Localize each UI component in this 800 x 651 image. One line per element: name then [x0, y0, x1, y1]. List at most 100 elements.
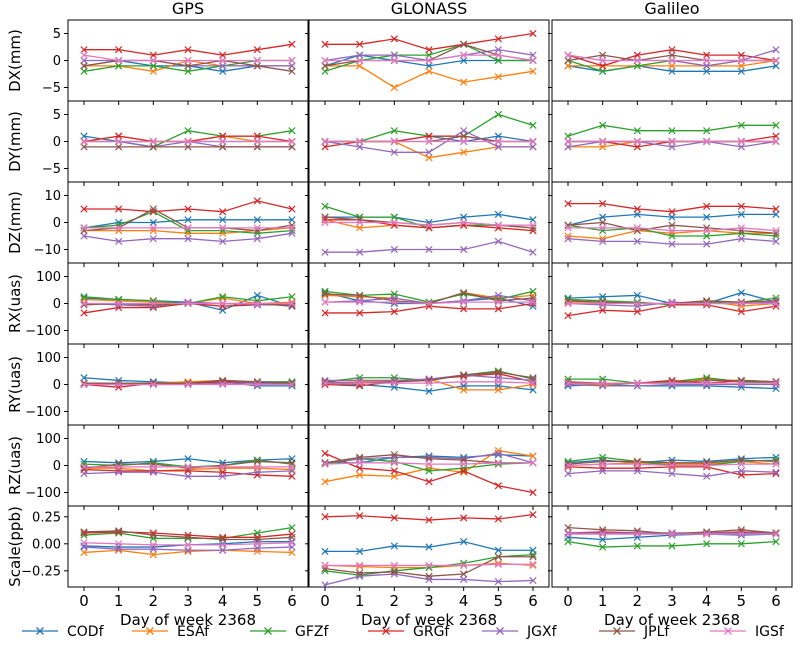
- ytick-label: 100: [36, 432, 61, 447]
- data-point-grgf: [668, 208, 676, 216]
- data-point-igsf: [425, 460, 433, 468]
- data-point-igsf: [494, 560, 502, 568]
- data-point-igsf: [115, 224, 123, 232]
- panel-glonass-dymm: [305, 100, 550, 186]
- data-point-igsf: [149, 224, 157, 232]
- data-point-jgxf: [253, 379, 261, 387]
- data-point-grgf: [737, 202, 745, 210]
- data-point-jgxf: [529, 576, 537, 585]
- data-point-jgxf: [184, 472, 192, 480]
- data-point-igsf: [149, 299, 157, 308]
- data-point-igsf: [564, 299, 572, 308]
- data-point-jplf: [460, 570, 468, 578]
- legend-item-jplf: JPLf: [599, 624, 670, 640]
- data-point-esaf: [460, 386, 468, 394]
- data-point-grgf: [288, 472, 296, 480]
- xtick-label: 4: [459, 592, 469, 610]
- data-point-jgxf: [115, 545, 123, 553]
- data-point-grgf: [115, 46, 123, 54]
- data-point-jgxf: [356, 143, 364, 151]
- xtick-label: 2: [149, 592, 159, 610]
- data-point-grgf: [390, 514, 398, 522]
- legend-item-grgf: GRGf: [368, 624, 450, 640]
- data-point-igsf: [633, 137, 641, 146]
- data-point-igsf: [253, 380, 261, 389]
- series-igsf: [564, 137, 780, 146]
- data-point-igsf: [599, 379, 607, 387]
- data-point-igsf: [425, 137, 433, 146]
- xtick-label: 1: [598, 592, 608, 610]
- column-title-gps: GPS: [172, 0, 204, 18]
- data-point-grgf: [219, 132, 227, 140]
- xtick-label: 6: [528, 592, 538, 610]
- data-point-igsf: [564, 530, 572, 538]
- data-point-gfzf: [599, 67, 607, 75]
- data-point-esaf: [288, 548, 296, 557]
- xtick-label: 0: [563, 592, 573, 610]
- data-point-jplf: [529, 553, 537, 561]
- data-point-jgxf: [219, 472, 227, 480]
- data-point-igsf: [80, 299, 88, 308]
- data-point-grgf: [425, 46, 433, 54]
- data-point-jgxf: [703, 62, 711, 70]
- series-igsf: [321, 560, 537, 570]
- data-point-jgxf: [253, 235, 261, 243]
- data-point-codf: [737, 67, 745, 75]
- data-point-jgxf: [425, 148, 433, 156]
- series-igsf: [80, 224, 296, 232]
- data-point-jplf: [356, 569, 364, 577]
- series-igsf: [564, 379, 780, 387]
- data-point-igsf: [633, 460, 641, 468]
- data-point-igsf: [633, 299, 641, 308]
- series-jgxf: [321, 237, 537, 256]
- data-point-igsf: [425, 299, 433, 308]
- data-point-grgf: [356, 464, 364, 472]
- data-point-igsf: [390, 218, 398, 227]
- data-point-gfzf: [737, 540, 745, 548]
- data-point-grgf: [599, 62, 607, 70]
- data-point-gfzf: [668, 232, 676, 240]
- series-igsf: [564, 224, 780, 235]
- series-igsf: [80, 539, 296, 549]
- series-jgxf: [564, 529, 780, 537]
- data-point-jplf: [115, 143, 123, 151]
- data-point-grgf: [425, 132, 433, 140]
- series-igsf: [564, 530, 780, 538]
- data-point-igsf: [184, 463, 192, 471]
- series-gfzf: [564, 221, 780, 240]
- data-point-igsf: [460, 51, 468, 59]
- series-line-codf: [83, 219, 292, 229]
- data-point-jgxf: [633, 237, 641, 246]
- data-point-jgxf: [599, 529, 607, 537]
- ytick-label: 0: [53, 378, 61, 393]
- data-point-jgxf: [184, 298, 192, 306]
- series-grgf: [321, 449, 537, 497]
- data-point-igsf: [219, 299, 227, 308]
- data-point-jgxf: [668, 143, 676, 151]
- data-point-grgf: [253, 46, 261, 54]
- data-point-codf: [460, 56, 468, 65]
- panel-gps-rxuas: −100 0 100: [25, 262, 309, 348]
- data-point-esaf: [494, 559, 502, 567]
- data-point-igsf: [356, 379, 364, 387]
- data-point-igsf: [737, 379, 745, 387]
- xtick-label: 3: [667, 592, 677, 610]
- series-codf: [321, 538, 537, 555]
- data-point-jplf: [288, 379, 296, 387]
- data-point-igsf: [115, 463, 123, 471]
- legend-item-esaf: ESAf: [132, 624, 210, 640]
- series-line-gfzf: [325, 113, 534, 143]
- data-point-grgf: [184, 46, 192, 54]
- ylabel-6: Scale(ppb): [6, 506, 24, 587]
- data-point-jgxf: [529, 143, 537, 151]
- data-point-igsf: [772, 56, 780, 65]
- xtick-label: 1: [114, 592, 124, 610]
- legend: CODf ESAf GFZf GRGf JGXf JPLf IGSf: [22, 624, 785, 640]
- series-igsf: [321, 51, 537, 65]
- data-point-codf: [288, 216, 296, 224]
- legend-label: CODf: [67, 624, 105, 640]
- data-point-codf: [425, 62, 433, 70]
- data-point-jplf: [80, 528, 88, 536]
- data-point-grgf: [703, 51, 711, 59]
- panel-galileo-ryuas: [548, 343, 793, 429]
